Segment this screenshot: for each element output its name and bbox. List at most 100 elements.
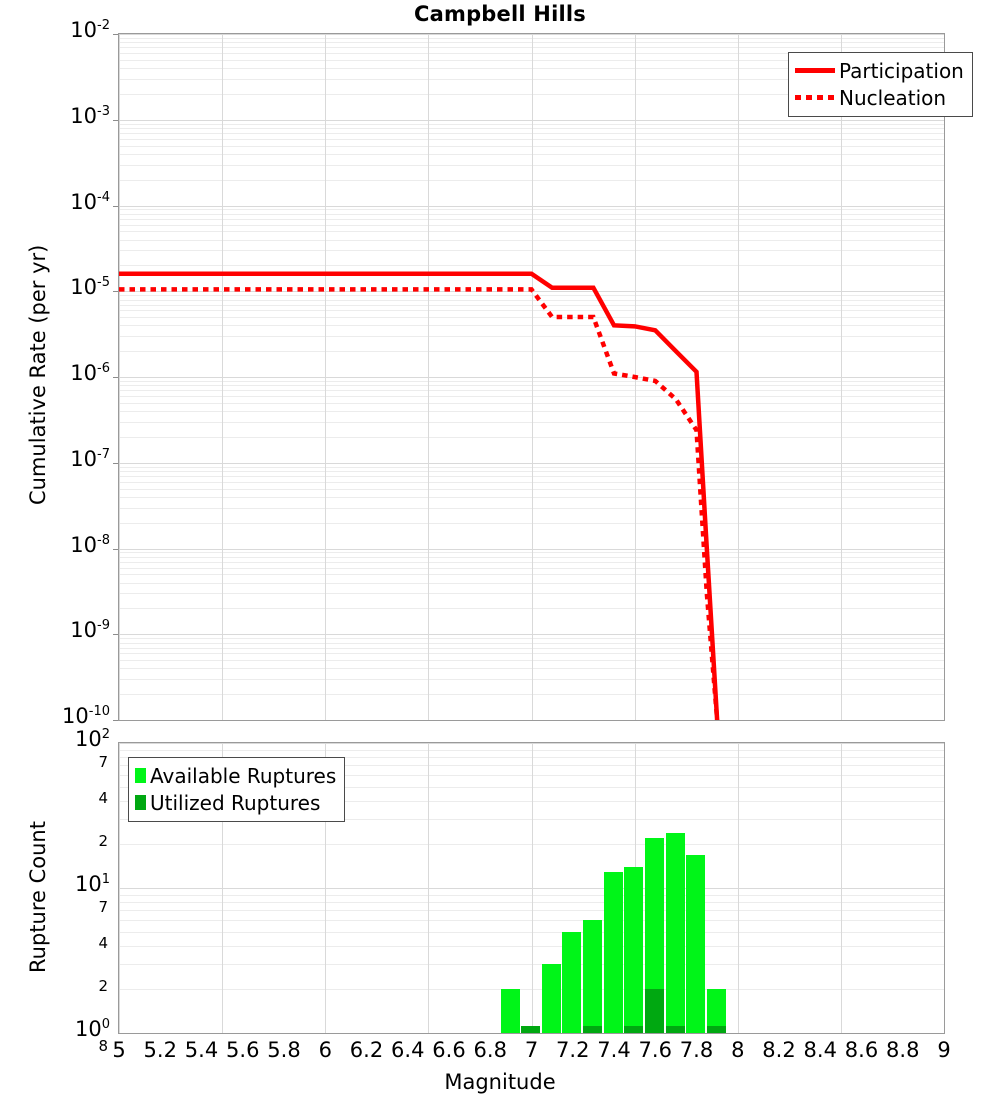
y-minor-tick-label: 7 [98, 898, 108, 917]
gridline-minor [119, 593, 944, 594]
gridline-minor [119, 497, 944, 498]
gridline-vertical [738, 743, 739, 1033]
gridline-major [119, 634, 944, 635]
y-tick-label: 10-2 [70, 18, 110, 42]
gridline-minor [119, 47, 944, 48]
gridline-minor [119, 219, 944, 220]
gridline-minor [119, 240, 944, 241]
gridline-minor [119, 385, 944, 386]
gridline-minor [119, 381, 944, 382]
gridline-vertical [222, 34, 223, 720]
x-tick-label: 5.8 [267, 1038, 301, 1062]
x-tick-label: 6.6 [432, 1038, 466, 1062]
x-tick-label: 6.8 [473, 1038, 507, 1062]
gridline-vertical [532, 743, 533, 1033]
gridline-minor [119, 133, 944, 134]
gridline-vertical [222, 743, 223, 1033]
available-swatch-icon [135, 768, 146, 783]
gridline-vertical [841, 34, 842, 720]
gridline-minor [119, 679, 944, 680]
gridline-vertical [428, 34, 429, 720]
x-tick-label: 7.4 [597, 1038, 631, 1062]
y-tick-label: 10-10 [62, 704, 110, 728]
curve-participation [119, 271, 720, 720]
legend-item-nucleation[interactable]: Nucleation [795, 84, 964, 111]
y-tick-label: 10-7 [70, 446, 110, 471]
gridline-minor [119, 648, 944, 649]
gridline-minor [119, 180, 944, 181]
gridline-minor [119, 214, 944, 215]
gridline-major [119, 34, 944, 35]
x-tick-label: 5.2 [143, 1038, 177, 1062]
gridline-minor [119, 250, 944, 251]
y-minor-tick-label: 4 [98, 933, 108, 952]
legend-item-participation[interactable]: Participation [795, 57, 964, 84]
y-tick [113, 549, 118, 550]
x-tick-label: 8.4 [803, 1038, 837, 1062]
y-minor-tick-label: 2 [98, 832, 108, 851]
legend-item-utilized[interactable]: Utilized Ruptures [135, 789, 336, 816]
gridline-major [119, 206, 944, 207]
gridline-minor [119, 508, 944, 509]
page-title: Campbell Hills [414, 2, 586, 26]
gridline-minor [119, 523, 944, 524]
y-tick [113, 206, 118, 207]
gridline-minor [119, 325, 944, 326]
gridline-minor [119, 946, 944, 947]
gridline-minor [119, 53, 944, 54]
histogram-bar [706, 989, 726, 1033]
y-tick [113, 720, 118, 721]
x-tick-label: 8.6 [844, 1038, 879, 1062]
gridline-major [119, 120, 944, 121]
x-tick-label: 8.8 [886, 1038, 920, 1062]
gridline-minor [119, 482, 944, 483]
x-axis-title: Magnitude [444, 1070, 556, 1094]
y-minor-tick-label: 4 [98, 788, 108, 807]
gridline-minor [119, 471, 944, 472]
gridline-minor [119, 765, 944, 766]
y-tick [113, 34, 118, 35]
histogram-bar-utilized [521, 1026, 541, 1033]
x-tick-label: 9 [937, 1038, 951, 1062]
y-tick [113, 463, 118, 464]
y-minor-tick-label: 7 [98, 753, 108, 772]
gridline-minor [119, 489, 944, 490]
gridline-minor [119, 910, 944, 911]
gridline-minor [119, 574, 944, 575]
y-tick-label: 100 [74, 1017, 110, 1041]
gridline-minor [119, 38, 944, 39]
histogram-bar [624, 866, 644, 1033]
gridline-vertical [738, 34, 739, 720]
gridline-minor [119, 336, 944, 337]
gridline-major [119, 463, 944, 464]
top-curves [119, 34, 944, 720]
gridline-minor [119, 801, 944, 802]
y-tick-label: 101 [74, 872, 110, 896]
gridline-minor [119, 638, 944, 639]
gridline-minor [119, 467, 944, 468]
gridline-minor [119, 128, 944, 129]
histogram-bar [562, 931, 582, 1033]
y-tick-label: 10-9 [70, 618, 110, 643]
gridline-minor [119, 42, 944, 43]
gridline-minor [119, 964, 944, 965]
x-tick-label: 7.2 [556, 1038, 590, 1062]
gridline-minor [119, 932, 944, 933]
gridline-minor [119, 300, 944, 301]
legend-item-available[interactable]: Available Ruptures [135, 762, 336, 789]
gridline-vertical [325, 34, 326, 720]
y-tick [113, 291, 118, 292]
gridline-minor [119, 139, 944, 140]
gridline-vertical [532, 34, 533, 720]
y-tick [113, 377, 118, 378]
histogram-bar-utilized [665, 1026, 685, 1033]
x-tick-label: 8.2 [762, 1038, 796, 1062]
gridline-minor [119, 819, 944, 820]
rupture-histogram [119, 743, 944, 1033]
gridline-minor [119, 568, 944, 569]
y-tick-label: 10-4 [70, 189, 110, 214]
histogram-bar [583, 920, 603, 1033]
cumulative-rate-panel [118, 33, 945, 721]
gridline-minor [119, 608, 944, 609]
